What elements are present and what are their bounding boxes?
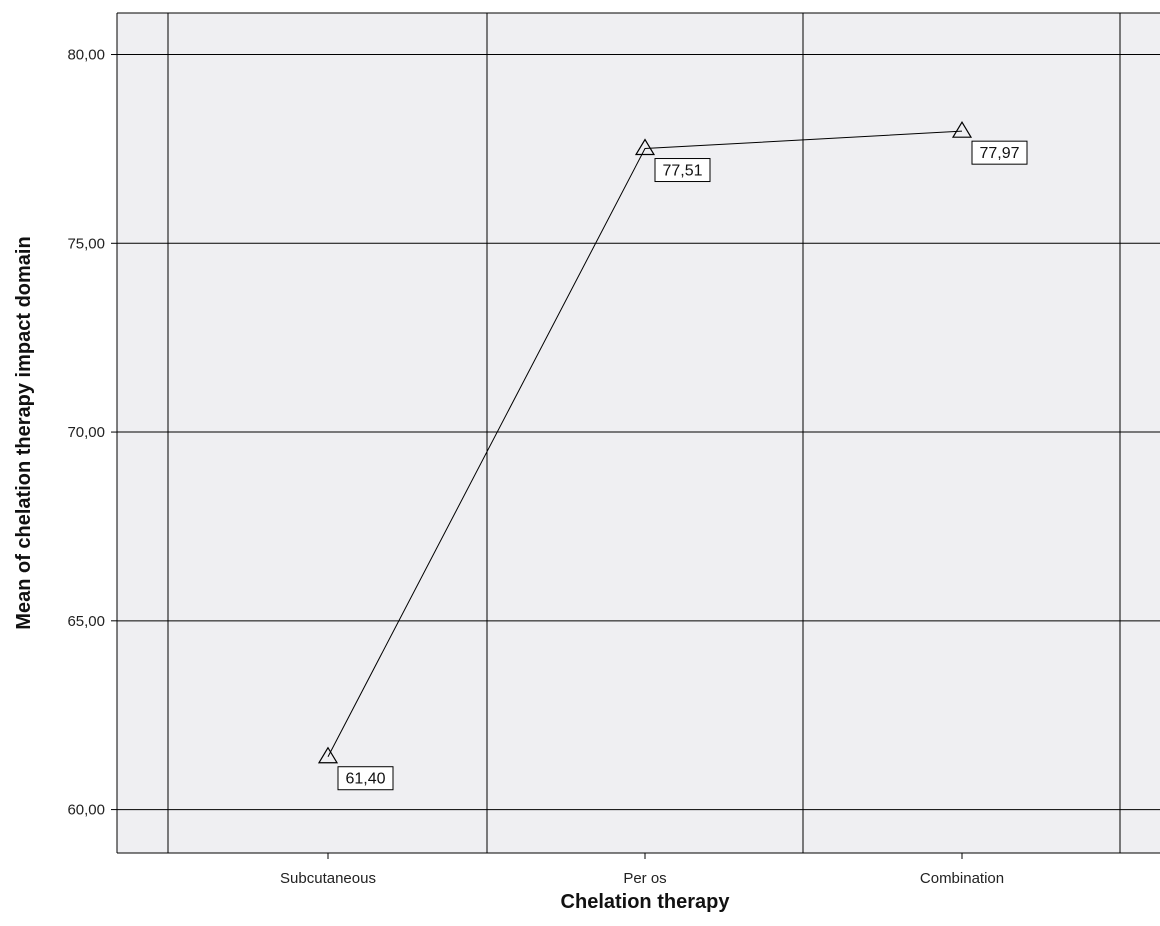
y-tick-label: 60,00 bbox=[67, 802, 105, 819]
x-tick-label: Combination bbox=[920, 870, 1004, 887]
data-label-box bbox=[654, 158, 711, 183]
plot-area bbox=[117, 13, 1160, 853]
gridlines bbox=[117, 13, 1160, 853]
x-tick-label: Per os bbox=[623, 870, 666, 887]
x-tick-labels: Subcutaneous Per os Combination bbox=[280, 870, 1004, 887]
x-tick-label: Subcutaneous bbox=[280, 870, 376, 887]
axes bbox=[111, 12, 1160, 859]
data-point-marker bbox=[317, 746, 339, 764]
y-tick-label: 65,00 bbox=[67, 613, 105, 630]
y-tick-label: 70,00 bbox=[67, 424, 105, 441]
y-tick-label: 75,00 bbox=[67, 235, 105, 252]
data-point-marker bbox=[634, 138, 656, 156]
data-label: 77,97 bbox=[979, 145, 1019, 162]
y-tick-labels: 60,00 65,00 70,00 75,00 80,00 bbox=[67, 47, 105, 819]
data-label-box bbox=[337, 766, 394, 791]
y-tick-label: 80,00 bbox=[67, 47, 105, 64]
data-label: 77,51 bbox=[662, 163, 702, 180]
data-label-box bbox=[971, 140, 1028, 165]
x-axis-title: Chelation therapy bbox=[561, 891, 731, 913]
series-line bbox=[327, 130, 963, 757]
data-series bbox=[317, 121, 973, 764]
y-axis-title: Mean of chelation therapy impact domain bbox=[13, 236, 35, 629]
data-label: 61,40 bbox=[345, 771, 385, 788]
data-labels: 61,40 77,51 77,97 bbox=[337, 140, 1028, 791]
data-point-marker bbox=[951, 121, 973, 138]
